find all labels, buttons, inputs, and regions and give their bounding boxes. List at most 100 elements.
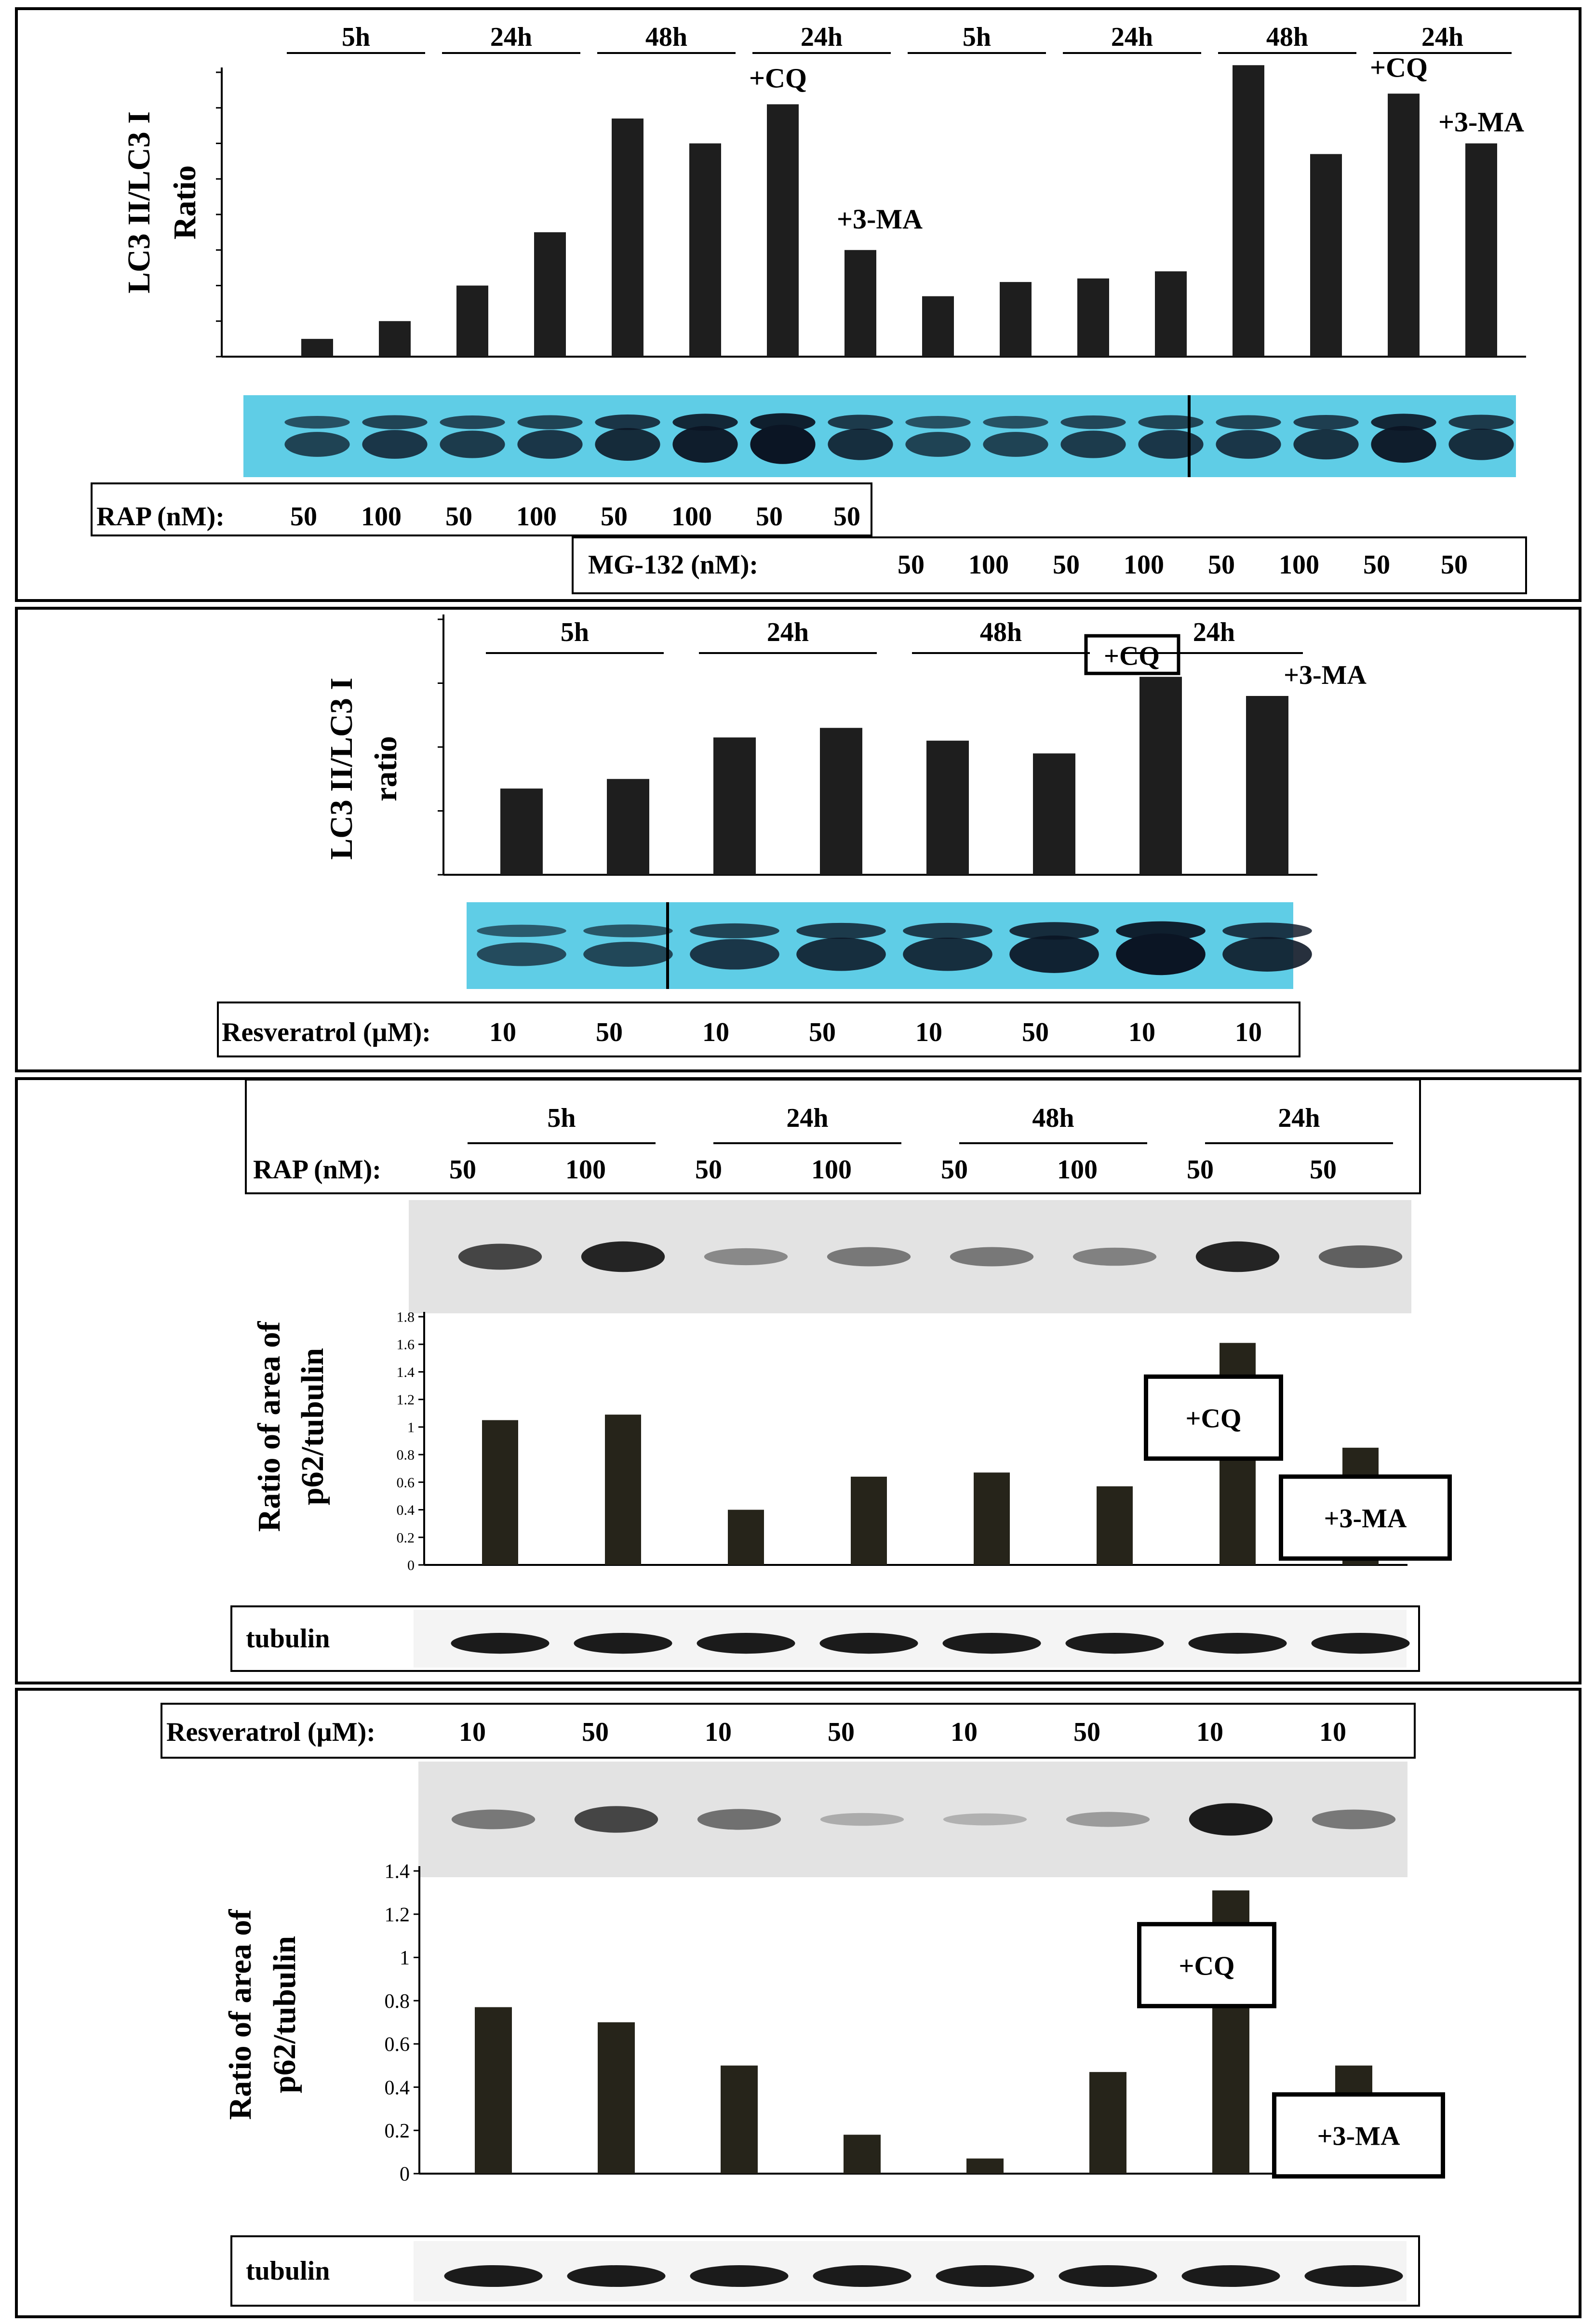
bar <box>1089 2072 1126 2174</box>
dose-value: 10 <box>951 1717 978 1747</box>
y-tick-label: 1 <box>407 1419 415 1435</box>
bar <box>534 232 566 357</box>
y-tick-label: 0.8 <box>385 1990 410 2013</box>
bar <box>922 296 954 357</box>
panel-c-rapamycin-p62: RAP (nM): 50 100 50 100 50 100 50 50 Ratio of a… <box>15 1077 1582 1684</box>
bar <box>974 1472 1010 1565</box>
lc3-ii-band <box>1060 430 1126 458</box>
lc3-i-band <box>672 414 738 431</box>
p62-band <box>1072 1247 1157 1266</box>
panel-d-frame <box>15 1688 1582 2318</box>
panel-c-tubulin-box <box>230 1605 1420 1672</box>
panel-c-header-box <box>245 1079 1421 1194</box>
lc3-i-band <box>1116 921 1206 941</box>
lc3-i-band <box>1138 415 1204 429</box>
dose-value: 50 <box>809 1017 836 1047</box>
bar <box>598 2022 635 2174</box>
bar <box>721 2065 758 2174</box>
p62-band <box>697 1809 781 1830</box>
dose-value: 50 <box>445 502 472 532</box>
lc3-ii-band <box>284 432 350 457</box>
panel-c-rap-dose-row: 50 100 50 100 50 100 50 50 <box>449 1155 1337 1185</box>
panel-b-bar-chart: 5h 24h 48h 24h +CQ +3-MA <box>438 614 1367 876</box>
annotation-label: +CQ <box>1186 1403 1242 1433</box>
dose-value: 10 <box>489 1017 516 1047</box>
bar <box>301 339 333 357</box>
dose-value: 10 <box>1235 1017 1262 1047</box>
dose-value: 50 <box>1441 550 1468 580</box>
y-tick-label: 0.4 <box>397 1502 415 1518</box>
dose-value: 100 <box>361 502 402 532</box>
tubulin-band <box>1311 1633 1410 1654</box>
p62-band <box>820 1813 904 1826</box>
dose-value: 100 <box>565 1155 606 1185</box>
lc3-i-band <box>595 414 660 430</box>
lc3-ii-band <box>796 937 886 971</box>
lc3-i-band <box>1448 414 1514 430</box>
tubulin-band <box>1188 1633 1287 1654</box>
y-tick-label: 1.2 <box>397 1392 415 1408</box>
bar <box>456 285 488 357</box>
bar <box>1097 1486 1133 1565</box>
tubulin-band <box>936 2265 1034 2287</box>
bar <box>605 1415 641 1565</box>
tubulin-band <box>690 2265 789 2287</box>
time-group-label: 5h <box>547 1103 576 1133</box>
bar <box>689 143 721 357</box>
lc3-i-band <box>1222 922 1312 939</box>
panel-c-tubulin-label: tubulin <box>246 1624 330 1654</box>
y-tick-label: 1.2 <box>385 1904 410 1926</box>
dose-value: 50 <box>898 550 925 580</box>
bar <box>1310 154 1342 357</box>
panel-d-resveratrol-label: Resveratrol (µM): <box>166 1717 375 1747</box>
annotation-label: +3-MA <box>1284 660 1367 690</box>
panel-a-bar-chart: 5h 24h 48h 24h 5h 24h 48h 24h+CQ+3-MA+CQ+3-MA <box>216 22 1526 358</box>
panel-b-y-axis-title: LC3 II/LC3 I <box>324 678 359 860</box>
dose-value: 50 <box>1022 1017 1049 1047</box>
y-tick-label: 0.6 <box>397 1475 415 1491</box>
lc3-i-band <box>690 923 779 938</box>
tubulin-band <box>451 1633 550 1654</box>
tubulin-band <box>574 1633 672 1654</box>
dose-value: 10 <box>915 1017 942 1047</box>
panel-a-rapamycin-mg132-lc3: LC3 II/LC3 I Ratio 5h 24h 48h 24h 5h 24h 48h 24… <box>15 7 1582 602</box>
dose-value: 50 <box>1310 1155 1337 1185</box>
panel-a-y-axis-title: LC3 II/LC3 I <box>121 111 157 294</box>
annotation-label: +3-MA <box>1317 2122 1400 2151</box>
bar <box>482 1420 518 1565</box>
tubulin-band <box>567 2265 666 2287</box>
time-group-label: 5h <box>963 22 991 52</box>
panel-a-mg132-row-box <box>572 536 1527 594</box>
bar <box>1388 93 1420 357</box>
bar <box>1155 271 1187 357</box>
dose-value: 100 <box>1279 550 1319 580</box>
dose-value: 50 <box>596 1017 623 1047</box>
dose-value: 100 <box>671 502 712 532</box>
dose-value: 50 <box>941 1155 968 1185</box>
dose-value: 50 <box>1363 550 1390 580</box>
dose-value: 10 <box>702 1017 729 1047</box>
panel-a-y-axis-title-line2: Ratio <box>167 165 202 240</box>
time-group-label: 5h <box>561 617 589 647</box>
lc3-ii-band <box>595 428 660 461</box>
bar <box>607 779 649 875</box>
p62-band <box>1066 1812 1150 1827</box>
lc3-i-band <box>1216 415 1281 429</box>
panel-b-resveratrol-row-box <box>217 1002 1300 1057</box>
dose-value: 10 <box>1319 1717 1346 1747</box>
lc3-i-band <box>1371 414 1436 431</box>
y-tick-label: 1.4 <box>385 1861 410 1883</box>
panel-d-header-box <box>161 1703 1416 1759</box>
lc3-i-band <box>583 924 673 937</box>
lc3-ii-band <box>1009 935 1099 973</box>
bar <box>851 1476 887 1565</box>
annotation-label: +CQ <box>749 62 807 93</box>
panel-d-resveratrol-p62: Resveratrol (µM): 10 50 10 50 10 50 10 10 Ratio… <box>15 1688 1582 2318</box>
lc3-ii-band <box>1138 430 1204 459</box>
bar <box>728 1509 764 1565</box>
bar <box>475 2007 512 2174</box>
tubulin-band <box>444 2265 543 2287</box>
lc3-ii-band <box>983 432 1048 457</box>
p62-band <box>1189 1803 1273 1836</box>
dose-value: 50 <box>695 1155 722 1185</box>
